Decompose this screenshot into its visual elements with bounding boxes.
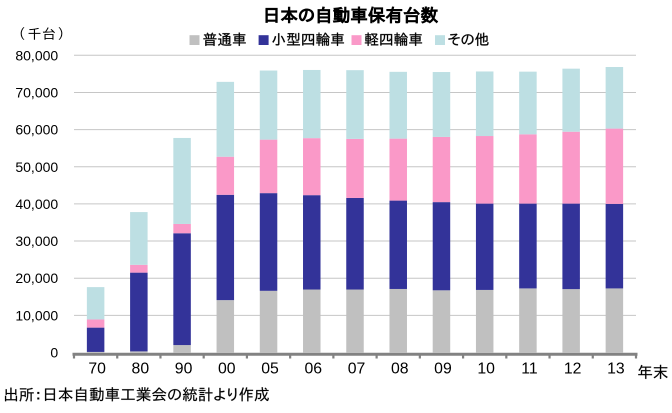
svg-text:70,000: 70,000	[15, 84, 58, 100]
svg-text:40,000: 40,000	[15, 196, 58, 212]
svg-text:00: 00	[218, 361, 236, 378]
svg-text:80,000: 80,000	[15, 47, 58, 63]
svg-text:13: 13	[607, 361, 625, 378]
svg-text:10: 10	[477, 361, 495, 378]
svg-text:30,000: 30,000	[15, 233, 58, 249]
svg-text:07: 07	[348, 361, 366, 378]
svg-text:12: 12	[564, 361, 582, 378]
svg-text:60,000: 60,000	[15, 122, 58, 138]
svg-text:05: 05	[261, 361, 279, 378]
svg-text:20,000: 20,000	[15, 270, 58, 286]
svg-text:90: 90	[175, 361, 193, 378]
svg-text:06: 06	[304, 361, 322, 378]
svg-text:70: 70	[88, 361, 106, 378]
svg-text:10,000: 10,000	[15, 307, 58, 323]
svg-text:09: 09	[434, 361, 452, 378]
svg-text:80: 80	[132, 361, 150, 378]
svg-text:11: 11	[521, 361, 538, 378]
svg-text:08: 08	[391, 361, 409, 378]
svg-text:50,000: 50,000	[15, 159, 58, 175]
svg-text:0: 0	[50, 345, 58, 361]
